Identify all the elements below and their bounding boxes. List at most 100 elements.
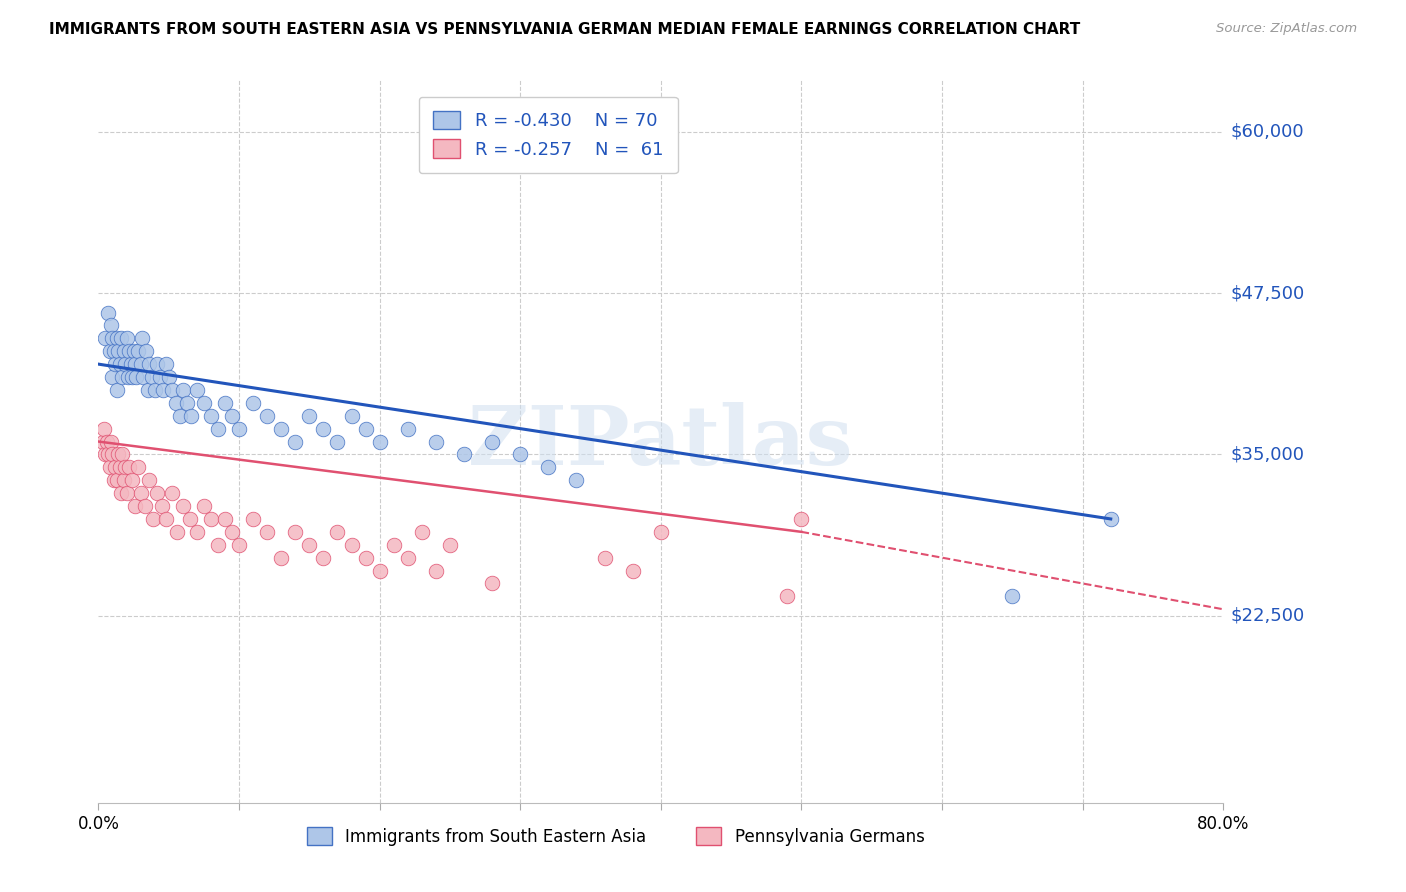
Point — [94, 447, 117, 461]
Text: ZIPatlas: ZIPatlas — [468, 401, 853, 482]
Point — [169, 409, 191, 423]
Point — [155, 512, 177, 526]
Point — [149, 370, 172, 384]
Point — [221, 524, 243, 539]
Point — [270, 422, 292, 436]
Point — [155, 357, 177, 371]
Point — [650, 524, 672, 539]
Point — [118, 344, 141, 359]
Point — [101, 331, 124, 345]
Point — [214, 512, 236, 526]
Point — [122, 344, 145, 359]
Point — [172, 383, 194, 397]
Point — [1001, 590, 1024, 604]
Point — [207, 538, 229, 552]
Point — [138, 357, 160, 371]
Point — [396, 422, 419, 436]
Point — [127, 344, 149, 359]
Point — [146, 486, 169, 500]
Point — [118, 460, 141, 475]
Point — [790, 512, 813, 526]
Point — [111, 447, 134, 461]
Point — [186, 524, 208, 539]
Point — [157, 370, 180, 384]
Text: $60,000: $60,000 — [1230, 123, 1303, 141]
Point — [111, 370, 134, 384]
Point — [146, 357, 169, 371]
Point — [114, 460, 136, 475]
Point — [134, 499, 156, 513]
Point — [91, 434, 114, 449]
Point — [138, 473, 160, 487]
Point — [326, 434, 349, 449]
Point — [425, 434, 447, 449]
Point — [132, 370, 155, 384]
Point — [105, 331, 128, 345]
Point — [179, 512, 201, 526]
Point — [509, 447, 531, 461]
Point — [108, 460, 131, 475]
Point — [228, 538, 250, 552]
Point — [107, 447, 129, 461]
Point — [117, 370, 139, 384]
Point — [453, 447, 475, 461]
Point — [110, 486, 132, 500]
Point — [396, 550, 419, 565]
Point — [312, 550, 335, 565]
Point — [354, 422, 377, 436]
Point — [165, 396, 187, 410]
Point — [340, 538, 363, 552]
Point — [94, 331, 117, 345]
Point — [368, 434, 391, 449]
Point — [98, 344, 121, 359]
Point — [103, 344, 125, 359]
Point — [104, 357, 127, 371]
Point — [439, 538, 461, 552]
Point — [425, 564, 447, 578]
Text: IMMIGRANTS FROM SOUTH EASTERN ASIA VS PENNSYLVANIA GERMAN MEDIAN FEMALE EARNINGS: IMMIGRANTS FROM SOUTH EASTERN ASIA VS PE… — [49, 22, 1080, 37]
Point — [112, 473, 135, 487]
Point — [565, 473, 588, 487]
Point — [131, 331, 153, 345]
Point — [114, 357, 136, 371]
Point — [110, 331, 132, 345]
Point — [141, 370, 163, 384]
Point — [537, 460, 560, 475]
Point — [284, 524, 307, 539]
Point — [256, 409, 278, 423]
Point — [228, 422, 250, 436]
Point — [97, 305, 120, 319]
Point — [98, 460, 121, 475]
Point — [172, 499, 194, 513]
Point — [143, 383, 166, 397]
Point — [101, 447, 124, 461]
Point — [152, 383, 174, 397]
Point — [125, 370, 148, 384]
Point — [108, 357, 131, 371]
Point — [312, 422, 335, 436]
Point — [621, 564, 644, 578]
Point — [104, 460, 127, 475]
Point — [193, 499, 215, 513]
Point — [200, 512, 222, 526]
Point — [298, 409, 321, 423]
Point — [121, 473, 143, 487]
Point — [298, 538, 321, 552]
Text: $47,500: $47,500 — [1230, 285, 1305, 302]
Point — [120, 357, 142, 371]
Point — [284, 434, 307, 449]
Point — [481, 434, 503, 449]
Point — [142, 512, 165, 526]
Point — [103, 473, 125, 487]
Point — [129, 357, 152, 371]
Point — [136, 383, 159, 397]
Text: Source: ZipAtlas.com: Source: ZipAtlas.com — [1216, 22, 1357, 36]
Point — [256, 524, 278, 539]
Point — [129, 486, 152, 500]
Point — [270, 550, 292, 565]
Text: $35,000: $35,000 — [1230, 445, 1305, 464]
Point — [1099, 512, 1122, 526]
Point — [105, 383, 128, 397]
Point — [127, 460, 149, 475]
Point — [100, 318, 122, 333]
